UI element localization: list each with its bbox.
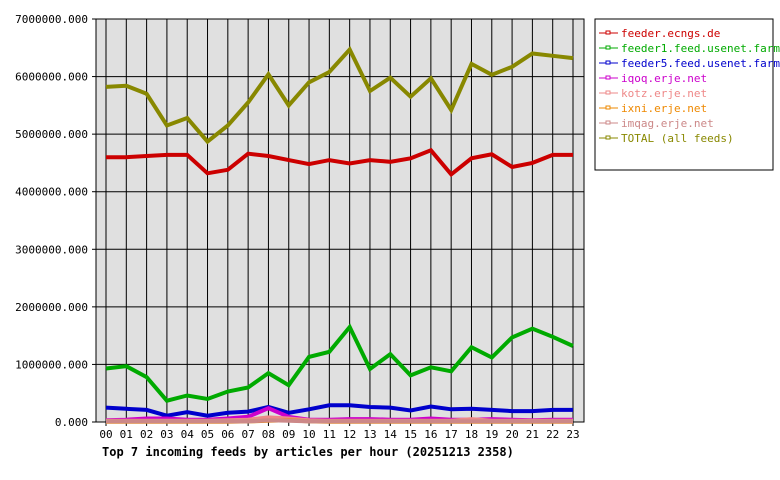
series-line (106, 418, 573, 424)
x-tick-label: 12 (343, 428, 356, 441)
x-tick-label: 23 (566, 428, 579, 441)
x-tick-label: 08 (262, 428, 275, 441)
series-line (105, 403, 573, 418)
x-tick-label: 22 (546, 428, 559, 441)
chart-title: Top 7 incoming feeds by articles per hou… (102, 445, 514, 459)
legend: feeder.ecngs.de feeder1.feed.usenet.farm f… (594, 18, 780, 171)
series-line (105, 323, 574, 403)
plot-area (95, 18, 585, 423)
grid-lines (92, 18, 584, 426)
series-line (106, 147, 573, 178)
y-axis-ticks: 0.000 1000000.000 2000000.000 3000000.000 40… (15, 13, 88, 429)
x-tick-label: 10 (302, 428, 315, 441)
y-tick-label: 3000000.000 (15, 243, 88, 256)
x-axis-ticks: 00 01 02 03 04 05 06 07 08 09 10 11 12 13 14 15 16 17 18 19… (99, 428, 579, 441)
x-tick-label: 20 (505, 428, 518, 441)
legend-item: feeder.ecngs.de (621, 27, 720, 40)
legend-item: kotz.erje.net (621, 87, 707, 100)
x-tick-label: 05 (201, 428, 214, 441)
x-tick-label: 00 (99, 428, 112, 441)
x-tick-label: 17 (445, 428, 458, 441)
x-tick-label: 11 (323, 428, 336, 441)
x-tick-label: 06 (221, 428, 234, 441)
x-tick-label: 02 (140, 428, 153, 441)
x-tick-label: 14 (384, 428, 398, 441)
legend-item: iqoq.erje.net (621, 72, 707, 85)
y-tick-label: 2000000.000 (15, 301, 88, 314)
x-tick-label: 13 (363, 428, 376, 441)
series-line (105, 45, 574, 145)
legend-item: TOTAL (all feeds) (621, 132, 734, 145)
series-lines (105, 45, 574, 424)
x-tick-label: 19 (485, 428, 498, 441)
x-tick-label: 21 (526, 428, 539, 441)
y-tick-label: 1000000.000 (15, 358, 88, 371)
x-tick-label: 18 (465, 428, 478, 441)
x-tick-label: 07 (242, 428, 255, 441)
y-tick-label: 4000000.000 (15, 186, 88, 199)
x-tick-label: 16 (424, 428, 437, 441)
legend-item: feeder5.feed.usenet.farm (621, 57, 780, 70)
x-tick-label: 04 (181, 428, 195, 441)
x-tick-label: 01 (120, 428, 133, 441)
x-tick-label: 09 (282, 428, 295, 441)
y-tick-label: 0.000 (55, 416, 88, 429)
y-tick-label: 5000000.000 (15, 128, 88, 141)
legend-item: ixni.erje.net (621, 102, 707, 115)
legend-item: feeder1.feed.usenet.farm (621, 42, 780, 55)
y-tick-label: 7000000.000 (15, 13, 88, 26)
x-tick-label: 15 (404, 428, 417, 441)
x-tick-label: 03 (160, 428, 173, 441)
legend-item: imqag.erje.net (621, 117, 714, 130)
y-tick-label: 6000000.000 (15, 71, 88, 84)
